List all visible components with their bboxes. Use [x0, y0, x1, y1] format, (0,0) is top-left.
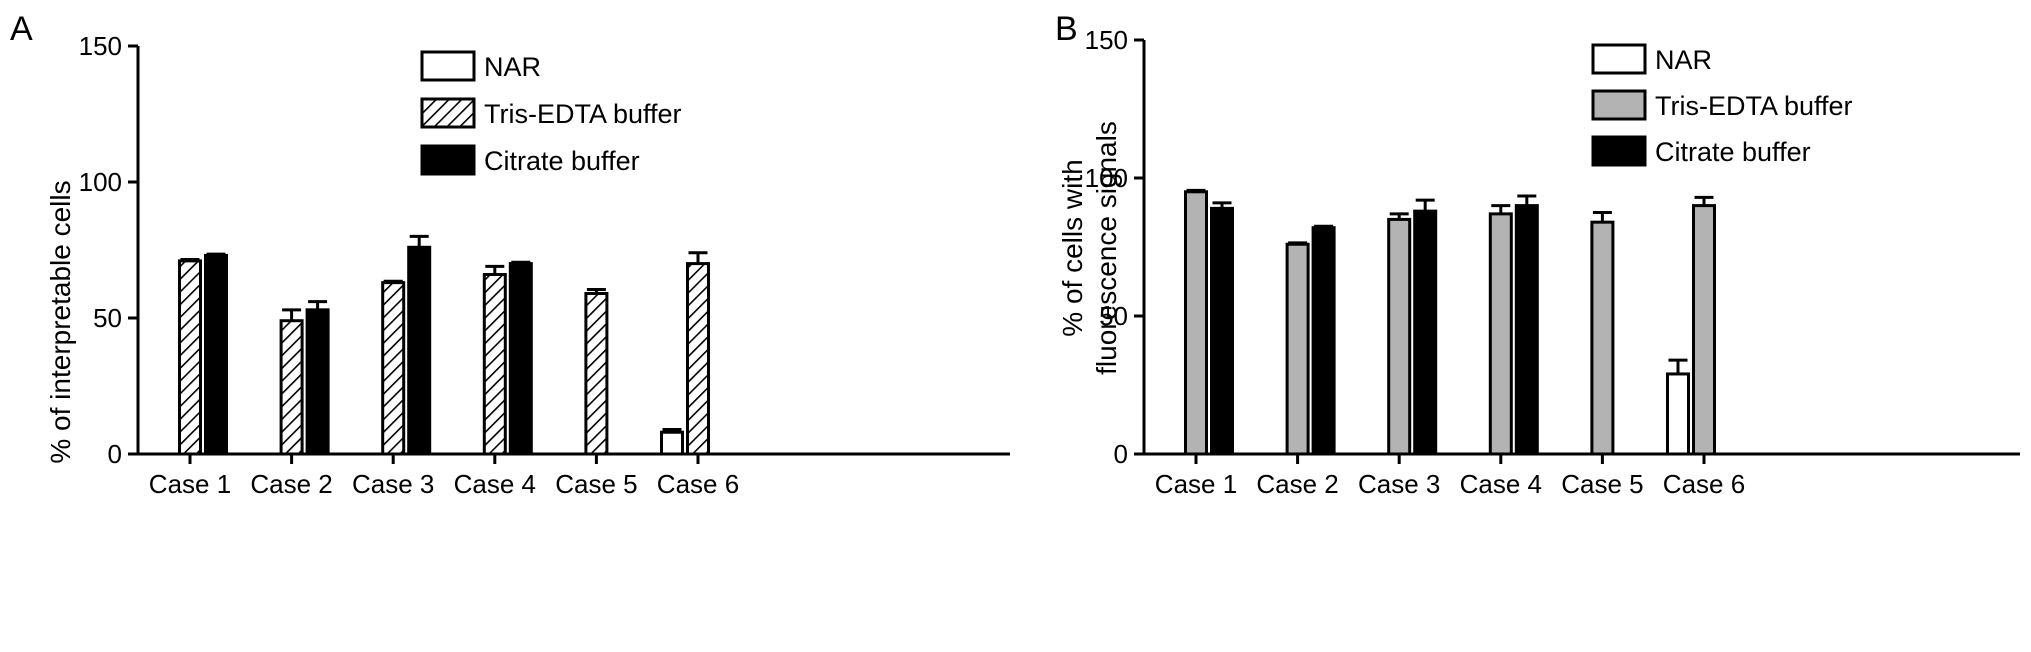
- y-tick-label: 0: [1114, 439, 1128, 469]
- y-tick-label: 150: [79, 31, 122, 61]
- panel-a-chart: A % of interpretable cells 0 50 100 150 Cas…: [10, 10, 1010, 499]
- bar-citrate-buffer-case-3: [407, 245, 432, 456]
- bar-citrate-buffer-case-1: [1210, 206, 1234, 456]
- panel-b-y-ticks: 0 50 100 150: [1085, 25, 1144, 469]
- bar-citrate-buffer-case-1: [204, 253, 228, 456]
- x-tick-label: Case 3: [1358, 469, 1440, 499]
- panel-a-y-ticks: 0 50 100 150: [79, 31, 138, 469]
- x-tick-label: Case 5: [555, 469, 637, 499]
- bar-citrate-buffer-case-4: [1514, 204, 1539, 456]
- legend-label: Citrate buffer: [484, 146, 640, 176]
- y-tick-label: 100: [1085, 163, 1128, 193]
- legend-swatch: [1591, 135, 1647, 167]
- bar-tris-edta-buffer-case-6: [686, 262, 710, 456]
- panel-b-bars: [1184, 188, 1716, 456]
- bar-tris-edta-buffer-case-6: [1692, 204, 1716, 456]
- bar-citrate-buffer-case-4: [508, 262, 533, 456]
- bar-citrate-buffer-case-2: [1311, 226, 1336, 456]
- y-tick-label: 0: [108, 439, 122, 469]
- legend-label: NAR: [484, 52, 541, 82]
- legend-swatch: [1591, 43, 1647, 75]
- panel-a-bars: [178, 234, 710, 456]
- panel-b-legend: NAR Tris-EDTA buffer Citrate buffer: [1591, 43, 1853, 167]
- bar-tris-edta-buffer-case-2: [1285, 242, 1310, 456]
- panel-b-y-axis-label-line2: fluorescence signals: [1091, 121, 1122, 375]
- x-tick-label: Case 6: [1663, 469, 1745, 499]
- x-tick-label: Case 1: [149, 469, 231, 499]
- legend-label: Tris-EDTA buffer: [1655, 91, 1853, 121]
- legend-swatch: [1591, 89, 1647, 121]
- x-tick-label: Case 6: [657, 469, 739, 499]
- panel-a-axes: [136, 46, 1010, 456]
- bar-tris-edta-buffer-case-2: [279, 319, 304, 456]
- panel-b-x-ticks: Case 1 Case 2 Case 3 Case 4 Case 5 Case 6: [1155, 454, 1745, 499]
- legend-swatch: [420, 144, 476, 176]
- bar-tris-edta-buffer-case-5: [1590, 220, 1615, 456]
- legend-label: NAR: [1655, 45, 1712, 75]
- y-tick-label: 50: [1099, 301, 1128, 331]
- panel-b-chart: B % of cells with fluorescence signals 0…: [1055, 10, 2020, 499]
- x-tick-label: Case 2: [1256, 469, 1338, 499]
- bar-tris-edta-buffer-case-4: [482, 272, 507, 456]
- bar-tris-edta-buffer-case-4: [1488, 212, 1513, 456]
- x-tick-label: Case 5: [1561, 469, 1643, 499]
- panel-b-label: B: [1055, 10, 1078, 48]
- bar-tris-edta-buffer-case-1: [178, 259, 202, 456]
- bar-nar-case-6: [660, 430, 684, 456]
- x-tick-label: Case 2: [250, 469, 332, 499]
- x-tick-label: Case 1: [1155, 469, 1237, 499]
- bar-tris-edta-buffer-case-3: [1387, 217, 1412, 456]
- bar-nar-case-6: [1666, 372, 1690, 456]
- panel-a-x-ticks: Case 1 Case 2 Case 3 Case 4 Case 5 Case 6: [149, 454, 739, 499]
- legend-swatch: [420, 97, 476, 129]
- x-tick-label: Case 4: [454, 469, 536, 499]
- legend-label: Tris-EDTA buffer: [484, 99, 682, 129]
- bar-citrate-buffer-case-3: [1413, 209, 1438, 456]
- bar-citrate-buffer-case-2: [305, 308, 330, 456]
- panel-a-label: A: [10, 10, 33, 48]
- x-tick-label: Case 3: [352, 469, 434, 499]
- bar-tris-edta-buffer-case-1: [1184, 190, 1208, 456]
- panel-b-axes: [1142, 40, 2020, 456]
- panel-b-y-axis-label-line1: % of cells with: [1057, 159, 1088, 336]
- panel-a-y-axis-label: % of interpretable cells: [45, 180, 76, 463]
- legend-label: Citrate buffer: [1655, 137, 1811, 167]
- y-tick-label: 50: [93, 303, 122, 333]
- y-tick-label: 100: [79, 167, 122, 197]
- x-tick-label: Case 4: [1460, 469, 1542, 499]
- panel-a-legend: NAR Tris-EDTA buffer Citrate buffer: [420, 50, 682, 176]
- bar-tris-edta-buffer-case-5: [584, 292, 609, 456]
- legend-swatch: [420, 50, 476, 82]
- bar-tris-edta-buffer-case-3: [381, 281, 406, 456]
- y-tick-label: 150: [1085, 25, 1128, 55]
